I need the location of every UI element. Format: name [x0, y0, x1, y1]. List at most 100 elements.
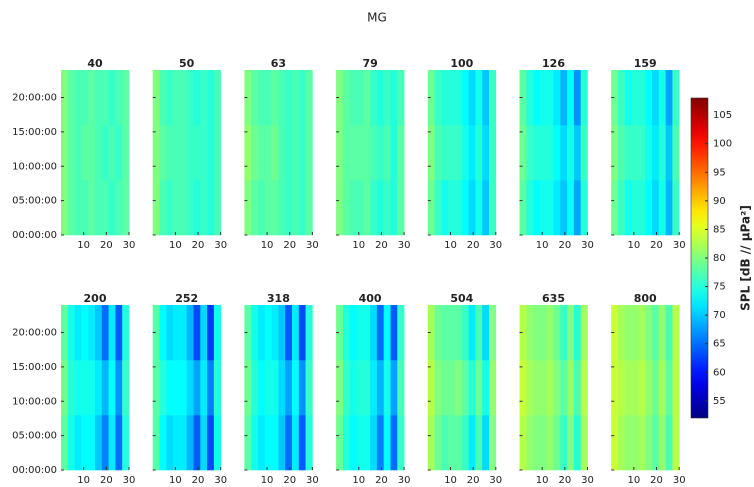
heat-cell: [292, 125, 300, 181]
heat-cell: [624, 125, 632, 181]
heat-cell: [349, 180, 357, 236]
heat-cell: [665, 305, 673, 361]
x-tick-label: 30: [581, 240, 594, 251]
heat-cell: [546, 180, 554, 236]
heat-cell: [553, 70, 561, 126]
heat-cell: [88, 70, 96, 126]
heat-cell: [624, 180, 632, 236]
heat-cell: [115, 125, 123, 181]
colorbar-tick-label: 95: [713, 167, 726, 178]
heat-cell: [152, 125, 160, 181]
heat-cell: [370, 360, 378, 416]
x-tick-label: 30: [123, 475, 136, 486]
x-tick-label: 30: [581, 475, 594, 486]
heat-cell: [533, 305, 541, 361]
heat-cell: [652, 415, 660, 471]
x-tick-label: 20: [558, 475, 571, 486]
heat-cell: [618, 180, 626, 236]
heat-cell: [115, 415, 123, 471]
colorbar-tick-label: 85: [713, 224, 726, 235]
heat-cell: [285, 305, 293, 361]
heat-cell: [560, 305, 568, 361]
heat-cell: [292, 70, 300, 126]
heat-cell: [567, 180, 575, 236]
heat-cell: [244, 125, 252, 181]
heat-cell: [159, 305, 167, 361]
heat-cell: [95, 70, 103, 126]
heat-cell: [74, 305, 82, 361]
heat-cell: [390, 305, 398, 361]
heat-cell: [560, 180, 568, 236]
heat-cell: [152, 360, 160, 416]
heat-cell: [278, 360, 286, 416]
heat-cell: [159, 70, 167, 126]
x-tick-label: 10: [169, 475, 182, 486]
heat-cell: [166, 70, 174, 126]
heat-cell: [645, 360, 653, 416]
x-tick-label: 20: [283, 240, 296, 251]
heat-cell: [468, 125, 476, 181]
x-tick-label: 30: [398, 475, 411, 486]
heat-cell: [376, 125, 384, 181]
heat-cell: [448, 415, 456, 471]
heat-cell: [336, 125, 344, 181]
heat-cell: [580, 70, 588, 126]
heat-cell: [631, 180, 639, 236]
heat-cell: [434, 360, 442, 416]
heat-cell: [193, 180, 201, 236]
heat-cell: [390, 70, 398, 126]
heat-cell: [376, 70, 384, 126]
heat-cell: [81, 70, 89, 126]
heat-cell: [658, 360, 666, 416]
colorbar-tick-label: 65: [713, 339, 726, 350]
panel-title: 126: [542, 57, 565, 70]
heat-cell: [179, 180, 187, 236]
heat-cell: [305, 125, 313, 181]
heat-cell: [244, 180, 252, 236]
panel-title: 800: [634, 292, 657, 305]
heat-cell: [95, 360, 103, 416]
heat-cell: [546, 360, 554, 416]
heat-cell: [278, 125, 286, 181]
colorbar-tick-label: 60: [713, 367, 726, 378]
panel-title: 400: [359, 292, 382, 305]
heat-cell: [349, 70, 357, 126]
y-tick-label: 10:00:00: [12, 396, 57, 407]
heat-cell: [95, 125, 103, 181]
heat-cell: [88, 360, 96, 416]
heat-cell: [448, 125, 456, 181]
heat-cell: [475, 125, 483, 181]
x-tick-label: 30: [306, 240, 319, 251]
heat-cell: [441, 305, 449, 361]
heat-cell: [672, 305, 680, 361]
heat-cell: [342, 70, 350, 126]
heat-cell: [658, 415, 666, 471]
heat-cell: [461, 360, 469, 416]
heat-cell: [390, 360, 398, 416]
colorbar-tick-label: 100: [713, 139, 732, 150]
heat-cell: [533, 180, 541, 236]
heat-cell: [441, 180, 449, 236]
heat-cell: [278, 180, 286, 236]
heat-cell: [624, 70, 632, 126]
heat-cell: [434, 180, 442, 236]
heat-cell: [213, 180, 221, 236]
heat-cell: [652, 305, 660, 361]
heat-cell: [455, 305, 463, 361]
heat-cell: [370, 180, 378, 236]
heat-cell: [356, 360, 364, 416]
heat-cell: [434, 415, 442, 471]
heat-cell: [101, 415, 109, 471]
x-tick-label: 10: [536, 240, 549, 251]
heat-cell: [376, 415, 384, 471]
heat-cell: [553, 125, 561, 181]
heat-cell: [213, 415, 221, 471]
heat-cell: [108, 180, 116, 236]
heat-cell: [67, 70, 75, 126]
x-tick-label: 30: [489, 240, 502, 251]
heat-cell: [81, 125, 89, 181]
heat-cell: [427, 70, 435, 126]
heat-cell: [67, 360, 75, 416]
heat-cell: [258, 70, 266, 126]
heat-cell: [152, 415, 160, 471]
